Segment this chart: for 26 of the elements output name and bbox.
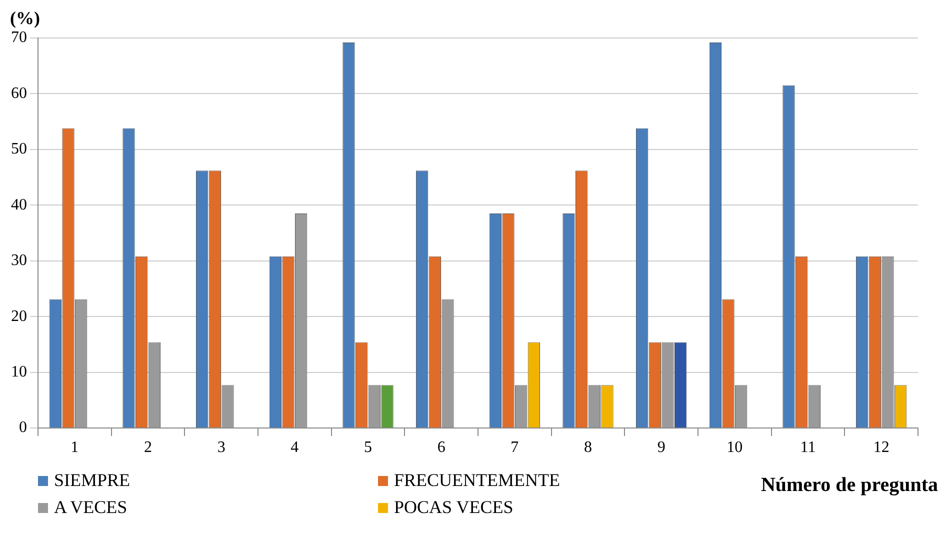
x-tick-label: 10 xyxy=(726,439,743,456)
x-tick-label: 7 xyxy=(510,439,519,456)
legend-label: POCAS VECES xyxy=(394,497,514,518)
y-axis-title: (%) xyxy=(10,8,40,29)
y-tick-label: 70 xyxy=(11,29,27,46)
y-tick-label: 30 xyxy=(11,252,27,270)
legend-label: SIEMPRE xyxy=(54,470,130,491)
x-tick-label: 5 xyxy=(364,439,372,456)
x-tick-label: 3 xyxy=(217,439,226,456)
legend-label: A VECES xyxy=(54,497,128,518)
x-tick-label: 6 xyxy=(437,439,446,456)
x-tick-label: 1 xyxy=(70,439,79,456)
y-tick-label: 50 xyxy=(11,140,27,158)
x-tick-label: 9 xyxy=(657,439,666,456)
y-tick-label: 40 xyxy=(11,196,27,214)
y-tick-label: 10 xyxy=(11,363,27,380)
legend-label: FRECUENTEMENTE xyxy=(394,470,560,491)
x-tick-label: 8 xyxy=(584,439,592,456)
y-tick-label: 0 xyxy=(19,419,27,436)
x-tick-label: 11 xyxy=(800,439,816,456)
x-tick-label: 12 xyxy=(873,439,890,456)
y-tick-label: 20 xyxy=(11,308,27,325)
x-tick-label: 2 xyxy=(144,439,152,456)
x-tick-label: 4 xyxy=(290,439,299,456)
x-axis-title: Número de pregunta xyxy=(760,474,938,497)
y-tick-label: 60 xyxy=(11,84,27,102)
